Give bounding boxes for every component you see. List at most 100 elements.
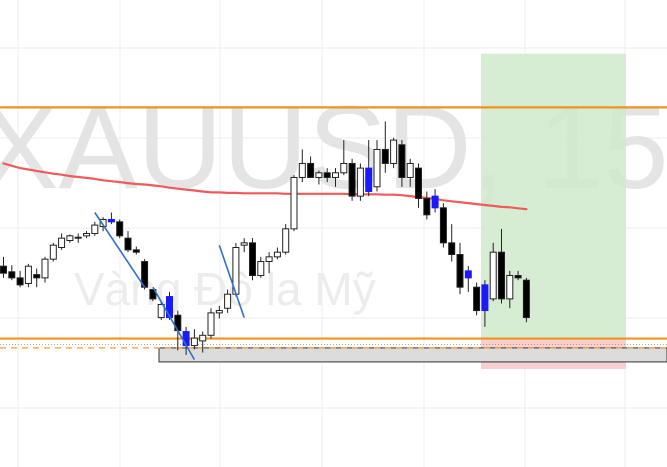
candle [207, 308, 215, 339]
candle [41, 256, 49, 283]
candle-body [506, 275, 514, 300]
candle-body [431, 195, 439, 209]
candle [199, 331, 207, 353]
candle [456, 242, 464, 295]
candle-body [249, 242, 256, 277]
candlesticks [0, 121, 530, 355]
candle [439, 203, 447, 248]
candle [224, 289, 232, 313]
candle-body [91, 224, 99, 234]
candle-body [340, 162, 348, 174]
candle-body [473, 286, 481, 312]
candle-body [240, 242, 248, 246]
candle [415, 163, 422, 208]
candle [282, 224, 290, 255]
candle [356, 163, 364, 201]
candle-body [439, 207, 447, 244]
support-zone[interactable] [158, 347, 667, 363]
candle [107, 212, 115, 225]
candle-body [224, 293, 232, 309]
candle-body [8, 271, 16, 279]
candle-body [522, 279, 530, 319]
candle-body [307, 162, 315, 178]
candle-body [514, 275, 522, 279]
candle [215, 305, 223, 319]
candle-body [182, 331, 190, 347]
candle [323, 168, 331, 183]
candle-body [481, 284, 489, 312]
candle-body [58, 237, 66, 249]
candle [16, 270, 24, 288]
candle-body [282, 228, 290, 253]
candle-body [107, 218, 115, 223]
candle-body [332, 172, 339, 178]
candle-body [132, 249, 140, 253]
trend-lines[interactable] [94, 212, 245, 360]
candle [498, 228, 505, 304]
candle-body [190, 337, 198, 347]
candle-body [199, 334, 207, 342]
candle-body [456, 254, 464, 288]
candle [332, 168, 339, 187]
trend-line [152, 286, 196, 360]
candle-body [273, 251, 281, 258]
candle [307, 156, 315, 178]
candle-body [448, 242, 456, 256]
candle-body [74, 236, 82, 239]
support-zone-box [158, 347, 667, 363]
candle [315, 170, 323, 185]
candle-body [66, 235, 74, 242]
moving-average [2, 162, 528, 211]
candle [74, 233, 82, 243]
candle [365, 140, 373, 197]
candle-body [415, 167, 422, 199]
horizontal-levels[interactable] [0, 106, 667, 349]
candle-body [141, 261, 149, 288]
candle [290, 175, 298, 232]
candle-body [257, 261, 265, 277]
position-profit-zone [481, 53, 626, 339]
candle-body [323, 172, 331, 178]
candle [273, 247, 281, 260]
candle [431, 189, 439, 213]
candle [24, 263, 32, 288]
candle-body [348, 162, 356, 197]
candle-body [423, 197, 431, 216]
long-position-tool[interactable] [481, 53, 626, 369]
candle [157, 301, 165, 320]
candle [66, 234, 74, 243]
candle-body [0, 265, 7, 274]
candle-body [265, 256, 273, 263]
candle-body [498, 251, 505, 300]
candle-body [406, 162, 414, 178]
candle-body [489, 251, 497, 300]
candle [448, 224, 456, 262]
candle [116, 219, 124, 239]
candle [240, 238, 248, 253]
candle [265, 252, 273, 274]
candle [481, 280, 489, 327]
candle [58, 233, 66, 250]
candle [149, 289, 157, 302]
candle-body [398, 144, 406, 178]
candle-body [149, 289, 157, 300]
candle [522, 277, 530, 323]
candle [381, 121, 389, 173]
candle-body [215, 310, 223, 314]
candle [406, 158, 414, 187]
candle-body [157, 303, 165, 319]
candle [473, 282, 481, 316]
candle [8, 265, 16, 281]
candle [348, 158, 356, 201]
candle [340, 140, 348, 176]
candle-body [116, 221, 124, 237]
candle-body [41, 258, 49, 279]
candle-body [33, 274, 41, 279]
candle [390, 137, 398, 169]
candle-body [356, 167, 364, 197]
candle [257, 256, 265, 278]
candle-body [207, 312, 215, 336]
candle [249, 238, 256, 281]
